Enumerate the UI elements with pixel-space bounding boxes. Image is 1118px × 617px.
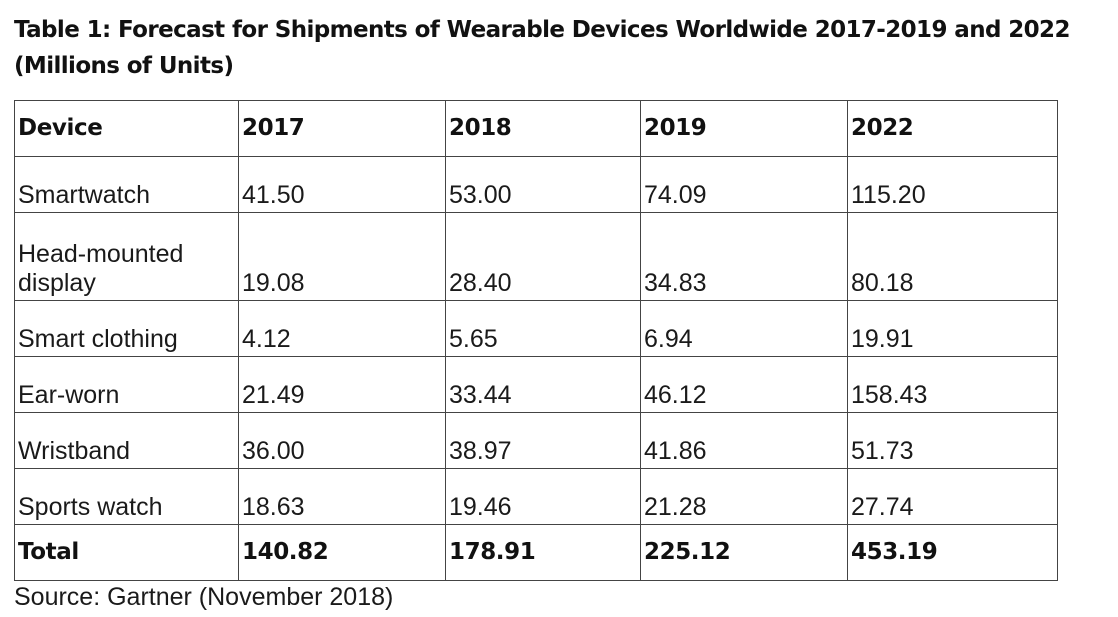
value-cell: 19.08 — [238, 212, 446, 301]
table-row: Head-mounted display 19.08 28.40 34.83 8… — [14, 212, 1058, 301]
table-row: Ear-worn 21.49 33.44 46.12 158.43 — [14, 356, 1058, 413]
source-note: Source: Gartner (November 2018) — [14, 583, 394, 611]
value-cell: 80.18 — [847, 212, 1058, 301]
device-cell: Wristband — [14, 412, 239, 469]
value-cell: 41.50 — [238, 156, 446, 213]
value-cell: 18.63 — [238, 468, 446, 525]
total-2022: 453.19 — [847, 524, 1058, 581]
value-cell: 19.46 — [445, 468, 641, 525]
value-cell: 33.44 — [445, 356, 641, 413]
value-cell: 41.86 — [640, 412, 848, 469]
forecast-table: Device 2017 2018 2019 2022 Smartwatch 41… — [14, 100, 1058, 581]
value-cell: 115.20 — [847, 156, 1058, 213]
header-2022: 2022 — [847, 100, 1058, 157]
value-cell: 51.73 — [847, 412, 1058, 469]
value-cell: 21.28 — [640, 468, 848, 525]
value-cell: 4.12 — [238, 300, 446, 357]
total-2017: 140.82 — [238, 524, 446, 581]
value-cell: 28.40 — [445, 212, 641, 301]
value-cell: 5.65 — [445, 300, 641, 357]
table-row: Smart clothing 4.12 5.65 6.94 19.91 — [14, 300, 1058, 357]
header-2017: 2017 — [238, 100, 446, 157]
value-cell: 74.09 — [640, 156, 848, 213]
device-cell: Smartwatch — [14, 156, 239, 213]
header-row: Device 2017 2018 2019 2022 — [14, 100, 1058, 157]
table-row: Wristband 36.00 38.97 41.86 51.73 — [14, 412, 1058, 469]
device-cell: Smart clothing — [14, 300, 239, 357]
value-cell: 46.12 — [640, 356, 848, 413]
value-cell: 38.97 — [445, 412, 641, 469]
total-row: Total 140.82 178.91 225.12 453.19 — [14, 524, 1058, 581]
device-cell: Head-mounted display — [14, 212, 239, 301]
device-cell: Sports watch — [14, 468, 239, 525]
value-cell: 53.00 — [445, 156, 641, 213]
value-cell: 19.91 — [847, 300, 1058, 357]
value-cell: 34.83 — [640, 212, 848, 301]
value-cell: 158.43 — [847, 356, 1058, 413]
total-2019: 225.12 — [640, 524, 848, 581]
header-2019: 2019 — [640, 100, 848, 157]
total-label: Total — [14, 524, 239, 581]
table-title: Table 1: Forecast for Shipments of Weara… — [14, 17, 1070, 79]
forecast-table-container: Device 2017 2018 2019 2022 Smartwatch 41… — [14, 100, 1058, 581]
value-cell: 6.94 — [640, 300, 848, 357]
value-cell: 27.74 — [847, 468, 1058, 525]
table-row: Sports watch 18.63 19.46 21.28 27.74 — [14, 468, 1058, 525]
header-2018: 2018 — [445, 100, 641, 157]
table-row: Smartwatch 41.50 53.00 74.09 115.20 — [14, 156, 1058, 213]
value-cell: 21.49 — [238, 356, 446, 413]
header-device: Device — [14, 100, 239, 157]
total-2018: 178.91 — [445, 524, 641, 581]
value-cell: 36.00 — [238, 412, 446, 469]
device-cell: Ear-worn — [14, 356, 239, 413]
